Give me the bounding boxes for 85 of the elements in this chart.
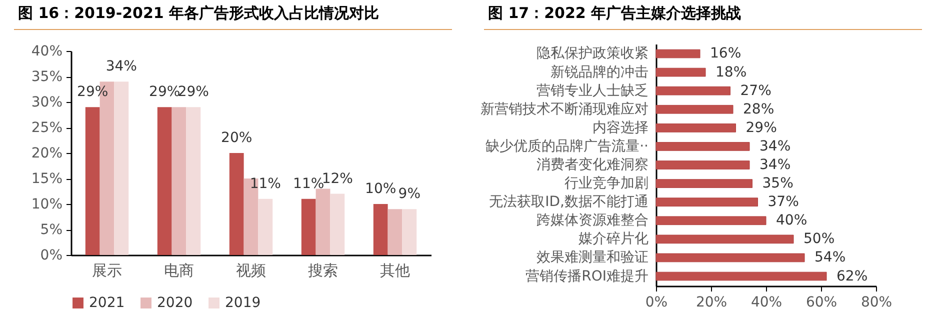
data-label: 34% <box>760 138 791 154</box>
bar <box>656 216 766 226</box>
bar <box>373 204 388 255</box>
y-tick-label: 40% <box>31 44 62 60</box>
y-tick-label: 5% <box>40 222 62 238</box>
y-tick-label: 行业竞争加剧 <box>564 176 648 192</box>
data-label: 20% <box>221 130 252 146</box>
bar <box>656 49 700 58</box>
data-label: 35% <box>762 176 794 192</box>
x-tick-label: 0% <box>645 294 668 310</box>
data-label: 50% <box>804 231 835 248</box>
y-tick-label: 10% <box>31 196 62 212</box>
y-tick-label: 缺少优质的品牌广告流量·· <box>486 138 648 154</box>
y-tick-label: 无法获取ID,数据不能打通 <box>489 194 648 210</box>
x-tick-label: 其他 <box>380 262 410 280</box>
data-label: 40% <box>776 212 808 229</box>
data-label: 29% <box>746 120 777 136</box>
y-tick-label: 15% <box>31 171 62 187</box>
x-tick-label: 视频 <box>236 262 266 280</box>
bar <box>656 272 827 281</box>
y-tick-label: 30% <box>31 94 62 110</box>
data-label: 11% <box>250 176 281 192</box>
y-tick-label: 35% <box>31 69 62 85</box>
data-label: 34% <box>760 157 791 173</box>
data-label: 29% <box>77 84 108 100</box>
y-tick-label: 隐私保护政策收紧 <box>536 46 648 62</box>
data-label: 29% <box>178 84 209 100</box>
bar <box>402 209 417 255</box>
bar <box>656 104 734 114</box>
data-label: 37% <box>768 194 799 210</box>
data-label: 34% <box>106 58 137 75</box>
bar <box>172 107 186 255</box>
data-label: 16% <box>710 46 742 62</box>
bar <box>656 253 805 262</box>
bar <box>656 68 706 77</box>
bar <box>656 160 750 170</box>
data-label: 27% <box>740 82 772 99</box>
y-tick-label: 跨媒体资源难整合 <box>536 212 648 229</box>
y-tick-label: 消费者变化难洞察 <box>536 157 648 173</box>
bar <box>316 188 330 255</box>
data-label: 11% <box>293 176 324 192</box>
x-tick-label: 60% <box>806 294 838 310</box>
data-label: 28% <box>743 101 774 118</box>
bar <box>388 209 402 255</box>
bar <box>656 234 794 244</box>
legend-label: 2020 <box>157 295 193 311</box>
chart-title: 图 16：2019-2021 年各广告形式收入占比情况对比 <box>14 0 452 30</box>
data-label: 29% <box>149 84 180 100</box>
data-label: 62% <box>836 268 868 284</box>
legend-label: 2021 <box>89 295 125 311</box>
bar <box>656 86 730 96</box>
bar <box>330 194 345 255</box>
bar <box>258 198 273 255</box>
bar <box>186 107 201 255</box>
bar <box>229 153 244 255</box>
chart-title: 图 17：2022 年广告主媒介选择挑战 <box>484 0 922 30</box>
bar <box>114 82 129 255</box>
bar <box>301 198 316 255</box>
y-tick-label: 25% <box>31 120 62 136</box>
bar <box>656 179 752 188</box>
data-label: 54% <box>814 250 846 266</box>
x-tick-label: 20% <box>696 294 728 310</box>
x-tick-label: 展示 <box>92 262 122 280</box>
bar <box>157 107 172 255</box>
y-tick-label: 效果难测量和验证 <box>536 250 648 266</box>
y-tick-label: 20% <box>31 146 62 162</box>
legend-label: 2019 <box>225 295 261 311</box>
y-tick-label: 0% <box>40 248 62 264</box>
y-tick-label: 营销专业人士缺乏 <box>536 82 648 99</box>
x-tick-label: 电商 <box>164 262 194 280</box>
data-label: 18% <box>716 64 747 80</box>
y-tick-label: 内容选择 <box>592 120 648 136</box>
bar <box>656 142 750 151</box>
y-tick-label: 新营销技术不断涌现难应对 <box>480 101 648 118</box>
y-tick-label: 新锐品牌的冲击 <box>550 64 648 80</box>
data-label: 9% <box>398 186 421 202</box>
bar <box>656 198 758 207</box>
bar <box>656 123 736 132</box>
y-tick-label: 营销传播ROI难提升 <box>526 268 648 284</box>
x-tick-label: 40% <box>750 294 782 310</box>
x-tick-label: 80% <box>860 294 892 310</box>
y-tick-label: 媒介碎片化 <box>578 231 648 248</box>
bar <box>85 107 100 255</box>
x-tick-label: 搜索 <box>308 262 338 280</box>
data-label: 10% <box>365 181 396 197</box>
